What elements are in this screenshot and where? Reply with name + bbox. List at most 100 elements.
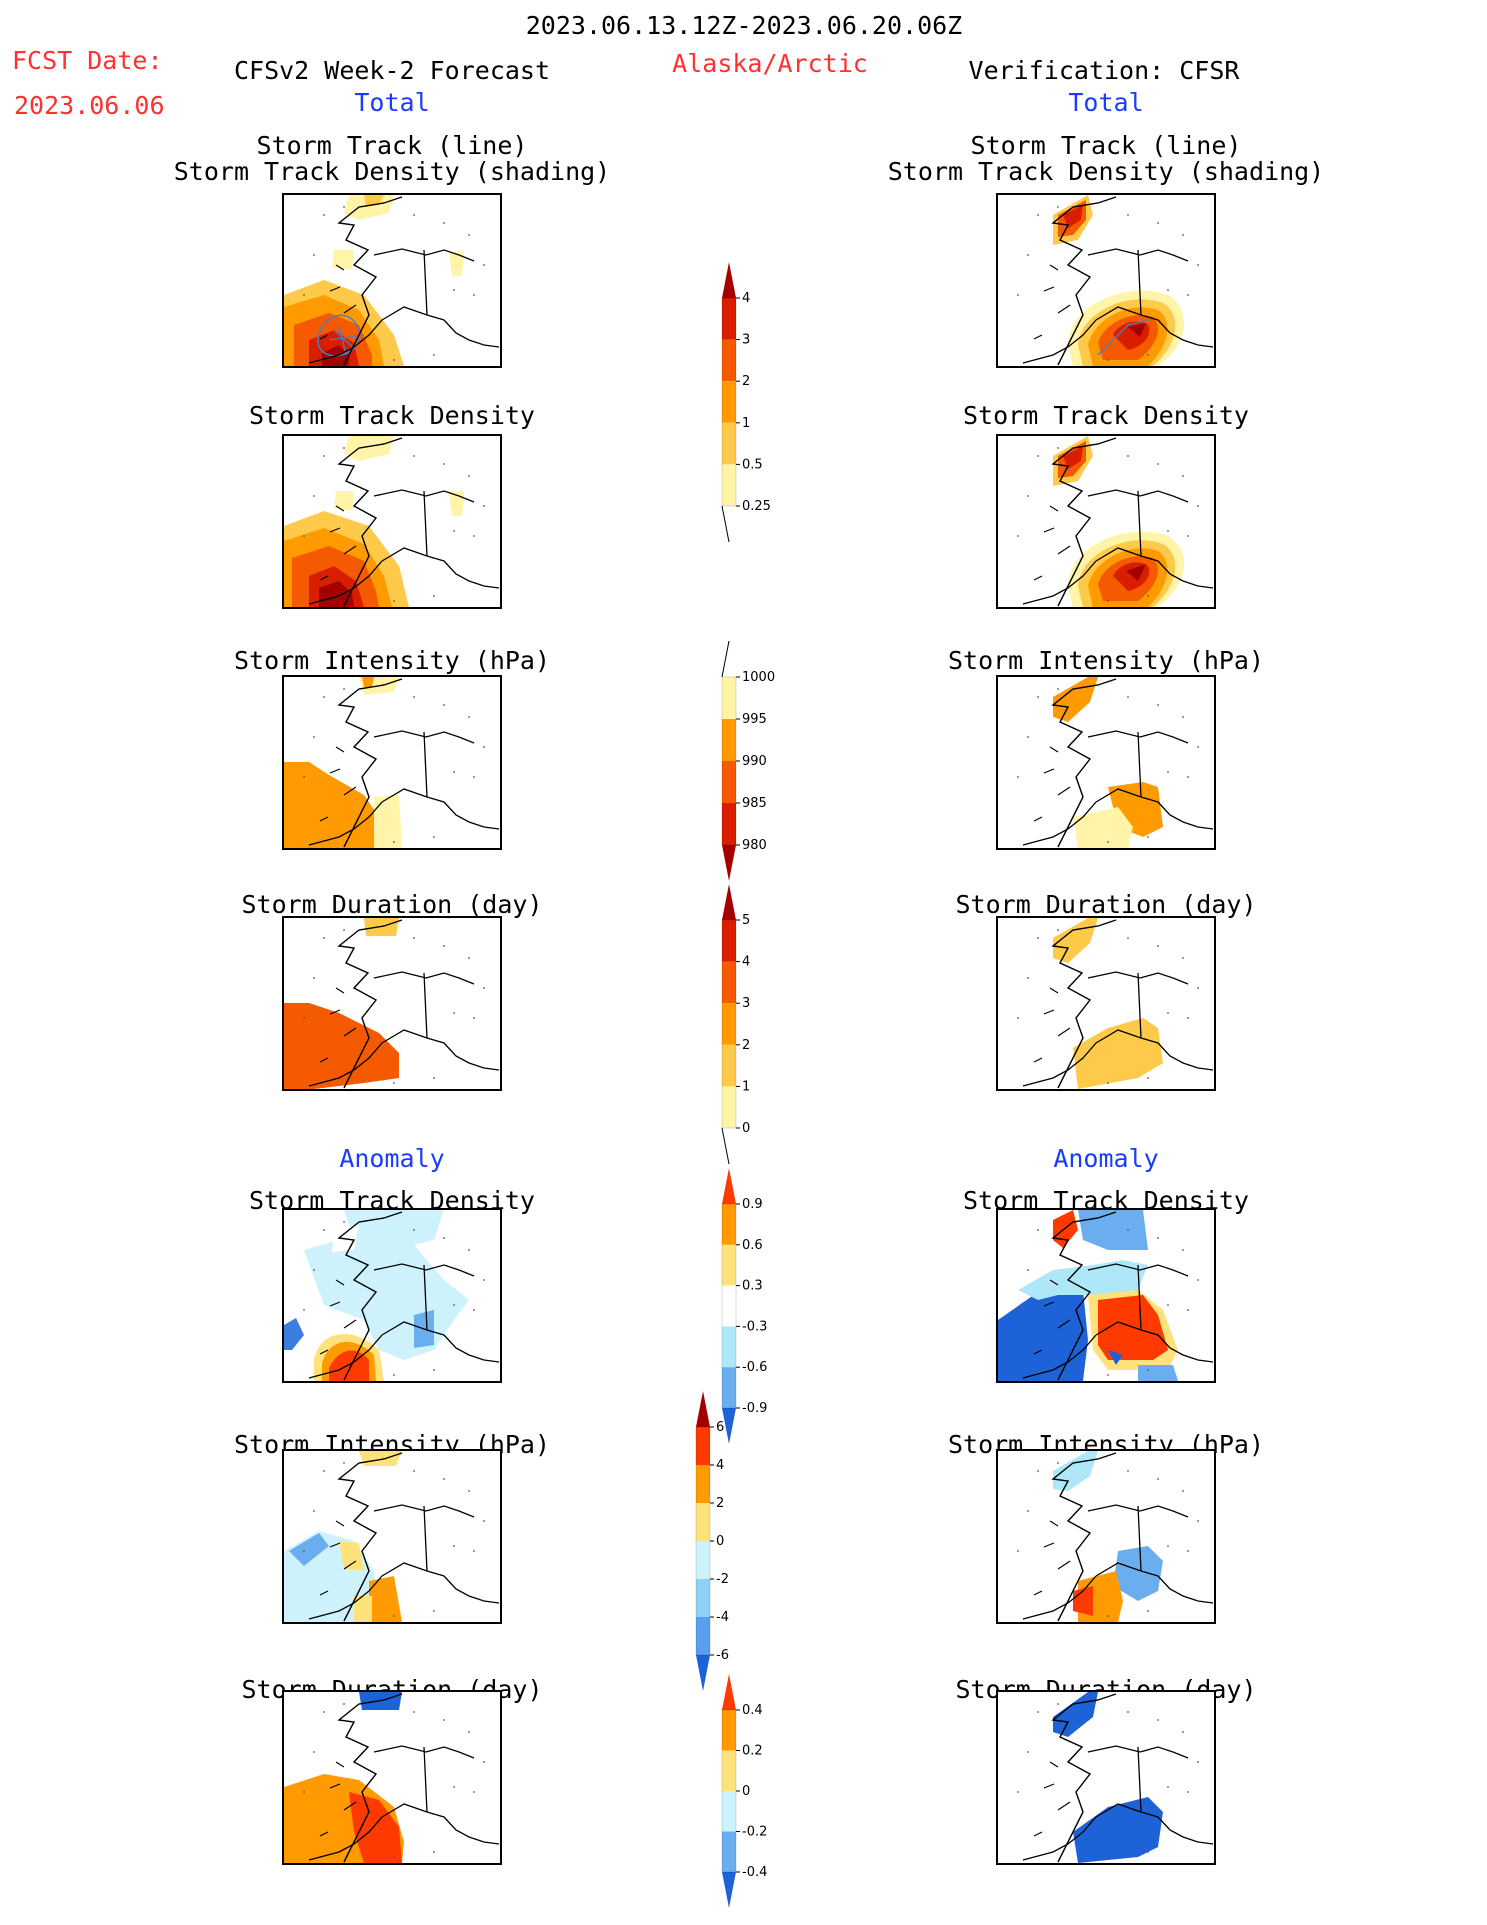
colorbar-density-total-tick-label-3: 1 <box>742 416 750 431</box>
right-anom-intensity-map <box>996 1449 1216 1624</box>
colorbar-density-total-swatch-0 <box>722 262 736 298</box>
colorbar-intensity-anomaly-swatch-1 <box>696 1427 710 1465</box>
right-storm-track-map <box>996 193 1216 368</box>
colorbar-duration-total-tick-label-3: 2 <box>742 1038 750 1053</box>
colorbar-density-total-swatch-2 <box>722 339 736 382</box>
colorbar-duration-anomaly: 0.4 0.2 0 -0.2 -0.4 <box>716 1674 796 1908</box>
forecast-title: CFSv2 Week-2 Forecast <box>233 56 551 85</box>
colorbar-duration-total-tick-label-4: 1 <box>742 1079 750 1094</box>
colorbar-density-anomaly-swatch-3 <box>722 1285 736 1327</box>
colorbar-duration-anomaly-swatch-2 <box>722 1750 736 1791</box>
colorbar-intensity-anomaly-outline <box>695 1426 711 1656</box>
colorbar-duration-total-swatch-2 <box>722 961 736 1004</box>
colorbar-duration-anomaly-swatch-0 <box>722 1674 736 1710</box>
colorbar-intensity-total-tail <box>721 640 730 678</box>
colorbar-intensity-total-tick-label-4: 980 <box>742 838 767 853</box>
colorbar-density-anomaly-tick-label-4: -0.6 <box>742 1360 767 1375</box>
colorbar-intensity-anomaly: 6 4 2 0 -2 -4 -6 <box>690 1391 770 1691</box>
total-right-label: Total <box>1068 88 1144 117</box>
colorbar-intensity-anomaly-swatch-3 <box>696 1503 710 1541</box>
colorbar-duration-total-swatch-1 <box>722 920 736 962</box>
left-storm-track-shading-title: Storm Track Density (shading) <box>173 157 611 186</box>
colorbar-intensity-anomaly-tick-label-5: -4 <box>716 1610 729 1625</box>
colorbar-density-total-tail <box>721 505 730 543</box>
colorbar-intensity-total-tick-label-2: 990 <box>742 754 767 769</box>
colorbar-duration-total-tick-label-5: 0 <box>742 1121 750 1136</box>
colorbar-density-total-swatch-5 <box>722 464 736 506</box>
colorbar-density-total-tick-label-2: 2 <box>742 374 750 389</box>
right-anom-density-map <box>996 1208 1216 1383</box>
colorbar-duration-anomaly-swatch-4 <box>722 1831 736 1872</box>
colorbar-intensity-total-swatch-1 <box>722 719 736 761</box>
colorbar-density-total-swatch-3 <box>722 381 736 423</box>
left-anom-intensity-map <box>282 1449 502 1624</box>
left-intensity-map <box>282 675 502 850</box>
colorbar-intensity-total-tick-label-0: 1000 <box>742 670 775 685</box>
colorbar-duration-total-tail <box>721 1127 730 1165</box>
colorbar-intensity-anomaly-tick-label-2: 2 <box>716 1496 724 1511</box>
colorbar-duration-total-tick-label-2: 3 <box>742 996 750 1011</box>
colorbar-density-anomaly: 0.9 0.6 0.3 -0.3 -0.6 -0.9 <box>716 1168 796 1444</box>
colorbar-density-anomaly-swatch-1 <box>722 1204 736 1245</box>
colorbar-density-total-tick-label-5: 0.25 <box>742 499 771 514</box>
colorbar-intensity-anomaly-swatch-5 <box>696 1579 710 1617</box>
colorbar-intensity-total-swatch-0 <box>722 677 736 719</box>
colorbar-duration-anomaly-tick-label-0: 0.4 <box>742 1703 763 1718</box>
colorbar-duration-total-tick-label-1: 4 <box>742 955 750 970</box>
colorbar-intensity-total-tick-label-1: 995 <box>742 712 767 727</box>
colorbar-intensity-anomaly-tick-label-6: -6 <box>716 1648 729 1663</box>
colorbar-duration-anomaly-swatch-1 <box>722 1710 736 1751</box>
colorbar-intensity-anomaly-tick-label-1: 4 <box>716 1458 724 1473</box>
left-storm-track-map <box>282 193 502 368</box>
colorbar-density-anomaly-tick-label-3: -0.3 <box>742 1319 767 1334</box>
right-intensity-map <box>996 675 1216 850</box>
colorbar-intensity-anomaly-tick-label-3: 0 <box>716 1534 724 1549</box>
region-title: Alaska/Arctic <box>672 49 868 78</box>
colorbar-density-anomaly-swatch-6 <box>722 1408 736 1444</box>
colorbar-duration-total: 5 4 3 2 1 0 <box>716 884 796 1165</box>
colorbar-intensity-anomaly-swatch-2 <box>696 1465 710 1503</box>
left-intensity-title: Storm Intensity (hPa) <box>233 646 551 675</box>
fcst-date-value: 2023.06.06 <box>14 91 165 120</box>
colorbar-density-anomaly-tick-label-0: 0.9 <box>742 1197 763 1212</box>
colorbar-intensity-total-swatch-3 <box>722 803 736 845</box>
right-storm-track-shading-title: Storm Track Density (shading) <box>887 157 1325 186</box>
colorbar-duration-total-outline <box>721 919 737 1129</box>
colorbar-density-total-tick-label-0: 4 <box>742 291 750 306</box>
right-density-map <box>996 434 1216 609</box>
colorbar-intensity-total-tick-label-3: 985 <box>742 796 767 811</box>
colorbar-density-total-tick-label-1: 3 <box>742 333 750 348</box>
right-duration-title: Storm Duration (day) <box>955 890 1257 919</box>
right-density-title: Storm Track Density <box>963 401 1249 430</box>
colorbar-density-total-swatch-1 <box>722 298 736 340</box>
colorbar-density-anomaly-swatch-4 <box>722 1326 736 1368</box>
colorbar-duration-total-swatch-0 <box>722 884 736 920</box>
colorbar-intensity-anomaly-tick-label-0: 6 <box>716 1420 724 1435</box>
right-intensity-title: Storm Intensity (hPa) <box>947 646 1265 675</box>
colorbar-intensity-anomaly-tick-label-4: -2 <box>716 1572 729 1587</box>
colorbar-duration-anomaly-tick-label-1: 0.2 <box>742 1744 763 1759</box>
colorbar-intensity-total-outline <box>721 676 737 846</box>
left-density-map <box>282 434 502 609</box>
colorbar-density-anomaly-swatch-5 <box>722 1367 736 1408</box>
right-anom-duration-map <box>996 1690 1216 1865</box>
left-density-title: Storm Track Density <box>249 401 535 430</box>
right-duration-map <box>996 916 1216 1091</box>
colorbar-duration-total-tick-label-0: 5 <box>742 913 750 928</box>
colorbar-density-anomaly-tick-label-5: -0.9 <box>742 1401 767 1416</box>
colorbar-density-total-swatch-4 <box>722 422 736 465</box>
left-storm-track-line-title: Storm Track (line) <box>256 131 528 160</box>
colorbar-density-anomaly-swatch-2 <box>722 1244 736 1286</box>
verification-title: Verification: CFSR <box>968 56 1240 85</box>
total-left-label: Total <box>354 88 430 117</box>
colorbar-intensity-anomaly-swatch-7 <box>696 1655 710 1691</box>
colorbar-intensity-total-swatch-4 <box>722 845 736 881</box>
colorbar-intensity-anomaly-swatch-0 <box>696 1391 710 1427</box>
colorbar-intensity-anomaly-swatch-6 <box>696 1617 710 1655</box>
colorbar-density-total: 4 3 2 1 0.5 0.25 <box>716 262 796 543</box>
fcst-date-label: FCST Date: <box>12 46 163 75</box>
colorbar-density-total-tick-label-4: 0.5 <box>742 457 763 472</box>
right-storm-track-line-title: Storm Track (line) <box>970 131 1242 160</box>
left-anom-density-map <box>282 1208 502 1383</box>
period-title: 2023.06.13.12Z-2023.06.20.06Z <box>525 11 963 40</box>
